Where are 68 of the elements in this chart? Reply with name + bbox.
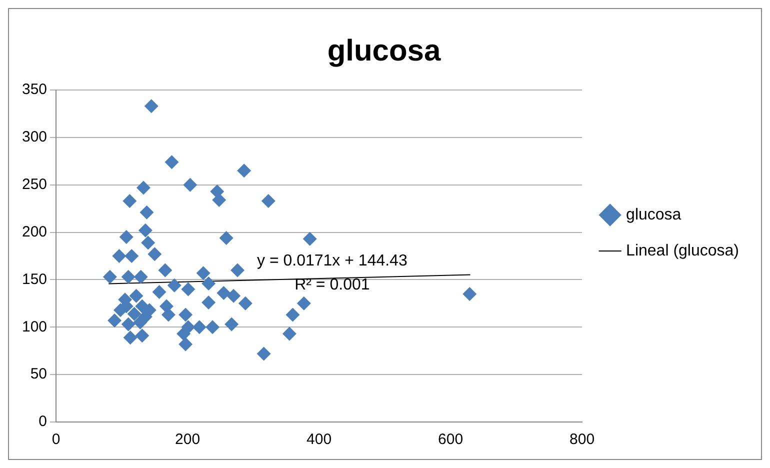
y-tick-label: 0 [38,413,48,430]
x-tick-label: 200 [175,431,200,448]
point [108,314,122,328]
point [119,230,134,244]
point [129,288,144,303]
point [286,308,300,322]
point [102,270,117,284]
legend-label: glucosa [626,206,682,224]
x-tick-label: 600 [438,431,464,448]
point [202,295,216,310]
x-tick-label: 800 [570,431,595,448]
point [181,282,196,296]
y-tick-label: 150 [22,270,48,288]
point [161,308,176,322]
point [256,346,271,361]
point [134,270,148,284]
point [302,232,317,246]
y-tick-label: 50 [30,366,48,383]
x-tick-label: 400 [306,431,332,448]
point [140,205,154,220]
point [121,317,136,332]
point [261,194,276,208]
point [121,270,136,284]
point [219,230,234,245]
point [238,296,252,310]
point [462,286,477,301]
annotation: y = 0.0171x + 144.43 [257,252,408,270]
point [212,193,226,208]
point [133,315,148,330]
point [226,288,241,303]
legend-label: Lineal (glucosa) [626,242,739,260]
point [282,326,296,341]
x-tick-label: 0 [52,431,60,448]
point [178,308,193,322]
point [136,180,150,195]
y-tick-label: 350 [22,81,48,98]
point [148,247,162,262]
point [142,303,156,318]
point [112,249,126,263]
point [144,99,158,114]
point [178,337,193,352]
y-tick-label: 100 [22,318,48,336]
point [164,155,179,170]
point [196,266,210,280]
point [167,278,182,292]
point [183,178,198,192]
point [206,320,220,334]
point [127,306,142,321]
point [152,285,166,300]
point [230,263,245,278]
point [296,296,311,310]
point [124,249,139,263]
y-tick-label: 300 [22,128,48,146]
point [122,194,137,208]
point [158,263,172,278]
point [192,320,206,334]
y-tick-label: 250 [22,176,48,193]
point [237,164,252,178]
chart-title: glucosa [327,34,441,68]
point [135,328,150,343]
point [123,330,138,345]
point [224,317,239,332]
point [138,223,152,238]
point [176,326,191,341]
point [216,286,231,300]
point [202,276,216,291]
y-tick-label: 200 [22,223,48,240]
point [141,236,156,250]
